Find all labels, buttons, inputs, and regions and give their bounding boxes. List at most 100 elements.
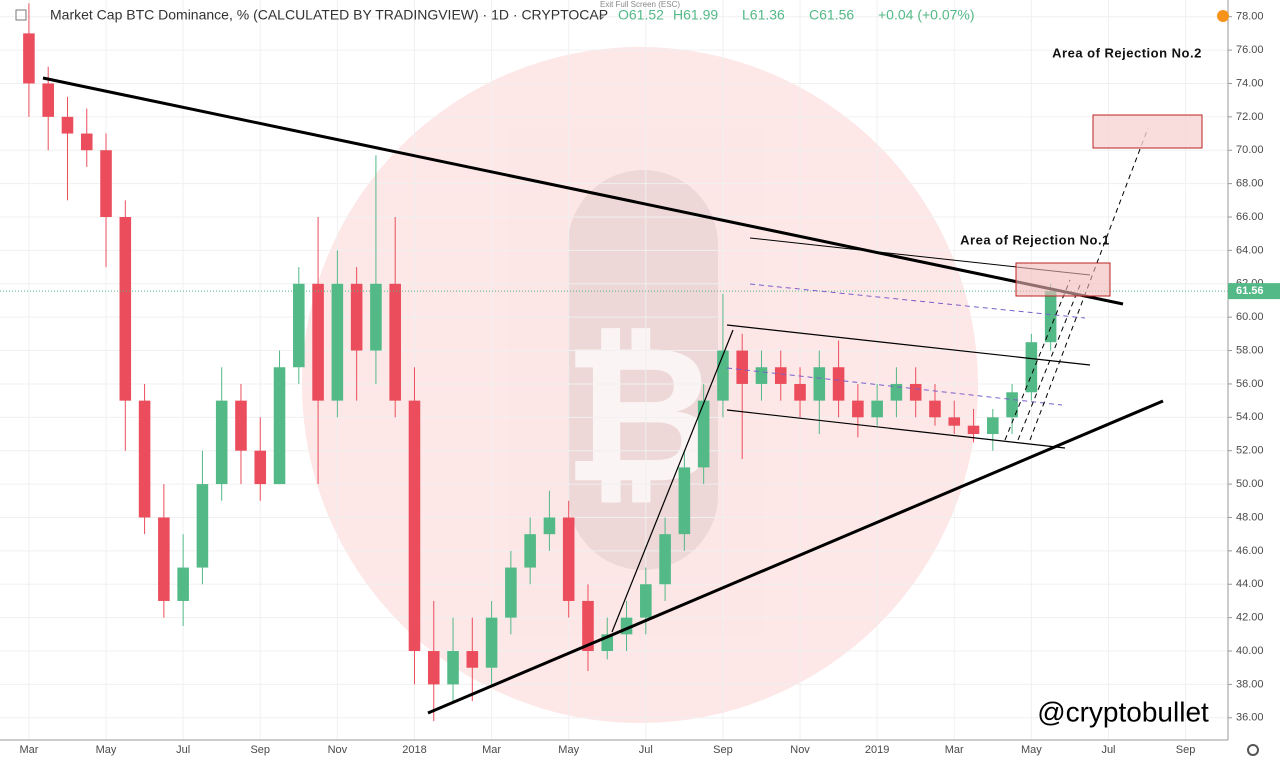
annotation: Area of Rejection No.2 — [1052, 45, 1202, 60]
x-tick-label: Jul — [639, 744, 653, 756]
candle-body — [640, 584, 652, 618]
candle-body — [331, 283, 344, 401]
channel-line — [726, 324, 1091, 366]
candle-body — [177, 567, 189, 601]
y-tick-label: 48.00 — [1236, 511, 1264, 523]
projection — [1017, 284, 1081, 441]
y-tick-label: 36.00 — [1236, 712, 1264, 724]
trendline — [611, 329, 734, 633]
chart-title: Market Cap BTC Dominance, % (CALCULATED … — [50, 7, 608, 23]
svg-text:₿: ₿ — [563, 309, 718, 521]
candle-body — [235, 400, 247, 451]
candle-body — [562, 517, 575, 601]
x-tick-label: Mar — [945, 744, 964, 756]
rejection-box — [1015, 262, 1111, 297]
y-tick-label: 58.00 — [1236, 344, 1264, 356]
y-tick-label: 76.00 — [1236, 44, 1264, 56]
candle-body — [370, 283, 382, 351]
x-tick-label: May — [1021, 744, 1042, 756]
candle-body — [755, 367, 768, 384]
alert-icon[interactable] — [1217, 10, 1229, 22]
last-price-label: 61.56 — [1236, 285, 1264, 297]
icon — [15, 9, 27, 21]
x-tick-label: Sep — [1176, 744, 1196, 756]
channel-mid — [726, 367, 1063, 406]
grid — [0, 0, 1228, 740]
candle-body — [158, 517, 170, 601]
candle-body — [466, 651, 479, 668]
ohlc-low: L61.36 — [742, 7, 785, 23]
candle-body — [254, 450, 267, 485]
candle-body — [794, 383, 806, 401]
candle-body — [987, 417, 999, 435]
candle-body — [890, 383, 903, 401]
candle-body — [408, 400, 421, 652]
candle-body — [42, 83, 54, 117]
candle-body — [774, 367, 787, 384]
candle-body — [138, 400, 151, 518]
candle-body — [697, 400, 710, 468]
candle-body — [273, 367, 286, 485]
candle-body — [119, 217, 132, 401]
x-tick-label: Jul — [176, 744, 190, 756]
candle-body — [659, 534, 671, 585]
candle-body — [312, 283, 324, 401]
x-tick-label: May — [96, 744, 117, 756]
candle-body — [215, 400, 228, 485]
x-tick-label: 2018 — [402, 744, 426, 756]
y-tick-label: 50.00 — [1236, 478, 1264, 490]
candles — [0, 3, 1228, 722]
y-tick-label: 78.00 — [1236, 11, 1264, 23]
candle-body — [1006, 392, 1018, 418]
candle-body — [832, 367, 845, 401]
candle-body — [717, 350, 729, 401]
y-tick-label: 70.00 — [1236, 144, 1264, 156]
projection — [1004, 279, 1071, 441]
x-tick-label: Mar — [19, 744, 38, 756]
candle-body — [23, 33, 35, 84]
trendline — [427, 399, 1164, 715]
y-tick-label: 52.00 — [1236, 445, 1264, 457]
candle-body — [620, 617, 633, 635]
y-tick-label: 38.00 — [1236, 678, 1264, 690]
x-axis-panel — [0, 740, 1280, 760]
candle-body — [1025, 342, 1038, 393]
x-tick-label: Sep — [713, 744, 733, 756]
candle-body — [678, 467, 691, 535]
channel-line — [726, 409, 1066, 449]
y-tick-label: 46.00 — [1236, 545, 1264, 557]
candle-body — [543, 517, 556, 535]
axes: 36.00 38.00 40.00 42.00 44.00 46.00 48.00 50.00… — [19, 11, 1280, 756]
trendline — [42, 76, 1124, 306]
y-tick-label: 42.00 — [1236, 612, 1264, 624]
x-tick-label: Nov — [790, 744, 810, 756]
x-tick-label: 2019 — [865, 744, 889, 756]
y-tick-label: 64.00 — [1236, 244, 1264, 256]
channel-mid — [749, 283, 1086, 319]
candle-body — [61, 116, 74, 134]
ohlc-change: +0.04 (+0.07%) — [878, 7, 975, 23]
dropdown-icon[interactable]: ⌄ — [597, 10, 606, 22]
candle-body — [196, 484, 209, 568]
drawings — [42, 76, 1203, 715]
candle-body — [505, 567, 517, 618]
y-tick-label: 60.00 — [1236, 311, 1264, 323]
x-tick-label: Jul — [1101, 744, 1115, 756]
exit-hint[interactable]: Exit Full Screen (ESC) — [600, 0, 680, 9]
x-tick-label: Mar — [482, 744, 501, 756]
candle-body — [736, 350, 748, 384]
y-tick-label: 74.00 — [1236, 77, 1264, 89]
candle-body — [601, 634, 614, 652]
candle-body — [813, 367, 826, 401]
settings-icon[interactable] — [1247, 744, 1259, 756]
candle-body — [389, 283, 401, 401]
candle-body — [100, 150, 112, 218]
y-tick-label: 72.00 — [1236, 111, 1264, 123]
y-axis-panel — [1228, 0, 1280, 740]
last-price-tag — [1228, 283, 1280, 300]
candle-body — [427, 651, 440, 685]
x-tick-label: Nov — [328, 744, 348, 756]
candle-body — [929, 400, 941, 418]
candle-body — [1044, 291, 1057, 343]
